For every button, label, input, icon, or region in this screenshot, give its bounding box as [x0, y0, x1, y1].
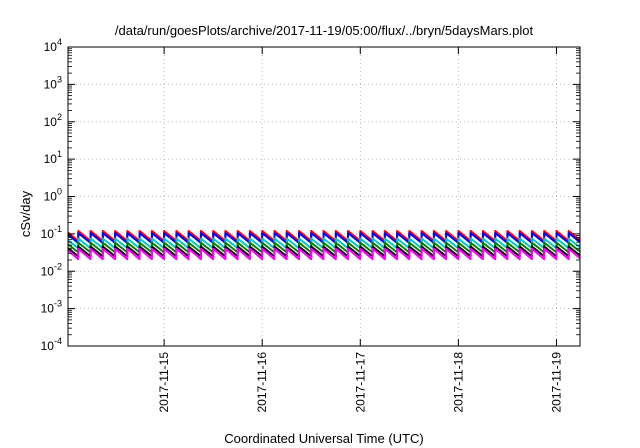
- x-tick-label: 2017-11-18: [451, 352, 465, 413]
- x-tick-label: 2017-11-17: [353, 352, 367, 413]
- series-group: [67, 229, 581, 261]
- y-tick-label: 104: [44, 37, 62, 54]
- series-line-6: [67, 247, 581, 261]
- x-axis-label: Coordinated Universal Time (UTC): [224, 431, 423, 446]
- grid: [68, 47, 580, 346]
- x-tick-label: 2017-11-15: [157, 352, 171, 413]
- x-tick-labels: 2017-11-15 2017-11-16 2017-11-17 2017-11-18…: [157, 352, 563, 413]
- y-axis-label: cSv/day: [18, 190, 33, 237]
- y-tick-label: 102: [44, 112, 62, 129]
- y-tick-label: 101: [44, 149, 62, 166]
- x-tick-label: 2017-11-16: [255, 352, 269, 413]
- ticks: [68, 46, 580, 347]
- y-tick-label: 103: [44, 74, 62, 91]
- y-tick-label: 10-2: [41, 261, 62, 278]
- y-tick-label: 10-3: [41, 299, 62, 316]
- y-tick-labels: 104 103 102 101 100 10-1 10-2 10-3 10-4: [41, 37, 62, 353]
- chart-title: /data/run/goesPlots/archive/2017-11-19/0…: [115, 23, 534, 38]
- y-tick-label: 10-4: [41, 336, 62, 353]
- x-tick-label: 2017-11-19: [549, 352, 563, 413]
- y-tick-label: 10-1: [41, 224, 62, 241]
- y-tick-label: 100: [44, 187, 62, 204]
